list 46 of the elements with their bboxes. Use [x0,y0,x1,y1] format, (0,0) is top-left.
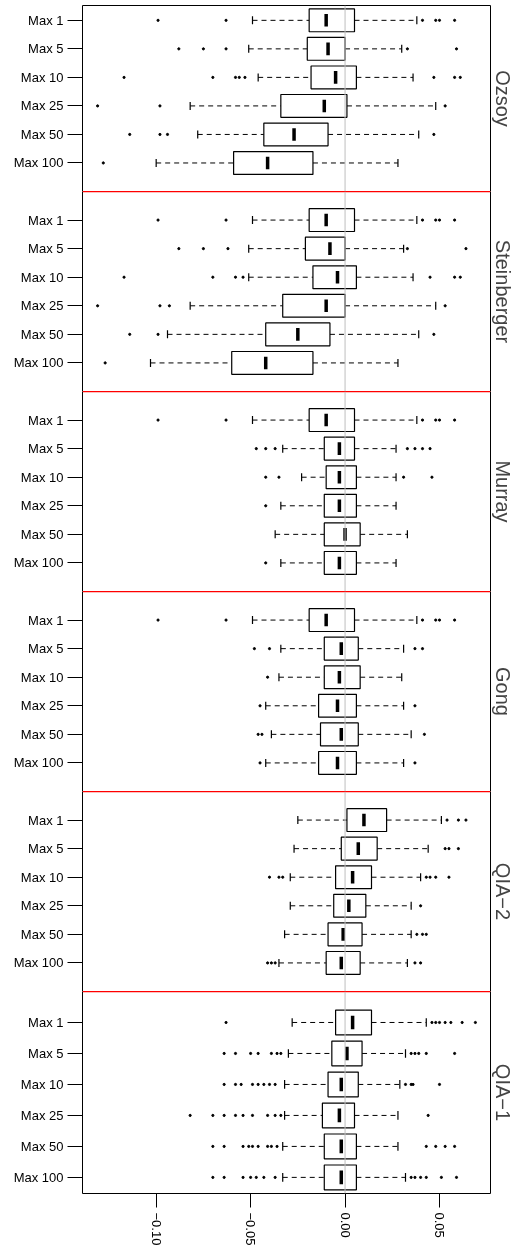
text: QIA−2 [491,862,514,921]
y-tick-label: Max 10 [20,69,64,85]
y-tick-label: Max 100 [13,555,64,571]
y-tick-label: Max 1 [28,12,64,28]
y-tick-label: Max 1 [28,812,64,828]
y-tick-label: Max 10 [20,269,64,285]
y-tick-label: Max 10 [20,669,64,685]
y-tick-label: Max 1 [28,412,64,428]
y-tick-label: Max 50 [20,726,64,742]
y-tick-label: Max 5 [28,41,64,57]
y-tick-label: Max 100 [13,355,64,371]
y-tick-label: Max 1 [28,612,64,628]
y-tick-label: Max 25 [20,898,64,914]
y-tick-label: Max 50 [20,926,64,942]
y-tick-label: Max 5 [28,1045,64,1061]
y-tick-label: Max 25 [20,1107,64,1123]
y-tick-label: Max 10 [20,1076,64,1092]
y-tick-label: Max 10 [20,869,64,885]
text: Steinberger [491,239,514,344]
text: Gong [491,667,514,716]
y-tick-label: Max 5 [28,441,64,457]
y-tick-label: Max 1 [28,212,64,228]
y-tick-label: Max 25 [20,498,64,514]
y-tick-label: Max 50 [20,1138,64,1154]
y-tick-label: Max 100 [13,155,64,171]
y-tick-label: Max 1 [28,1014,64,1030]
x-tick-label: −0.10 [148,1212,164,1246]
y-tick-label: Max 5 [28,841,64,857]
y-tick-label: Max 25 [20,298,64,314]
y-tick-label: Max 10 [20,469,64,485]
x-tick-label: 0.00 [337,1212,353,1238]
x-tick-label: −0.05 [243,1212,259,1246]
y-tick-label: Max 25 [20,698,64,714]
text: Ozsoy [491,70,514,127]
y-tick-label: Max 100 [13,1169,64,1185]
y-tick-label: Max 100 [13,755,64,771]
y-tick-label: Max 50 [20,126,64,142]
y-tick-label: Max 5 [28,641,64,657]
y-tick-label: Max 50 [20,526,64,542]
y-tick-label: Max 25 [20,98,64,114]
x-tick-label: 0.05 [432,1212,447,1238]
y-tick-label: Max 100 [13,955,64,971]
text: QIA−1 [491,1063,514,1122]
text: Murray [491,460,514,523]
y-tick-label: Max 5 [28,241,64,257]
y-tick-label: Max 50 [20,326,64,342]
